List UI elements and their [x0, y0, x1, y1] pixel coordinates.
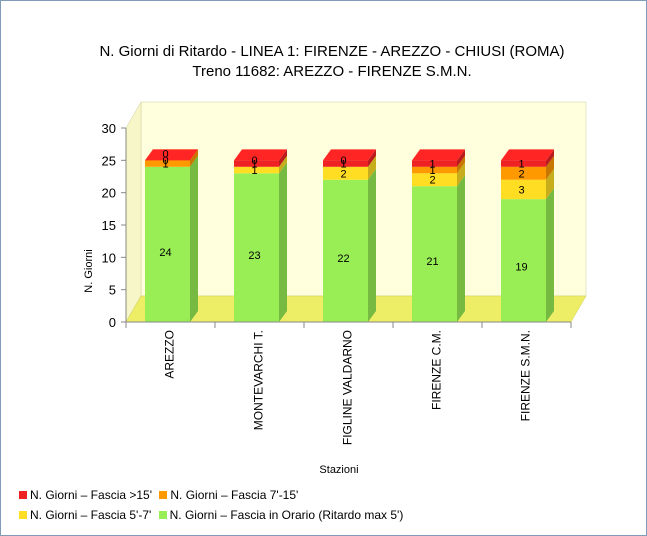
- data-label: 24: [159, 247, 171, 259]
- data-label: 1: [429, 165, 435, 177]
- bar-side: [457, 175, 465, 322]
- data-label: 1: [518, 159, 524, 171]
- data-label: 1: [251, 159, 257, 171]
- data-label: 23: [248, 250, 260, 262]
- bar-segment: [412, 186, 457, 322]
- legend-row: N. Giorni – Fascia 5'-7' N. Giorni – Fas…: [19, 505, 639, 525]
- data-label: 2: [429, 175, 435, 187]
- legend-swatch-fascia-orario: [158, 511, 167, 519]
- bar-side: [279, 162, 287, 322]
- data-label: 0: [251, 155, 257, 167]
- data-label: 19: [515, 262, 527, 274]
- legend-label: N. Giorni – Fascia 5'-7': [30, 508, 152, 522]
- bar-top: [323, 149, 376, 161]
- bar-side: [546, 168, 554, 200]
- data-label: 0: [162, 155, 168, 167]
- legend-swatch-fascia-7-15: [159, 491, 168, 499]
- y-tick-label: 30: [102, 121, 116, 136]
- bar-segment: [145, 166, 190, 322]
- bar-segment: [234, 166, 279, 174]
- y-tick-label: 0: [109, 315, 116, 330]
- data-label: 1: [162, 159, 168, 171]
- bar-segment: [412, 160, 457, 167]
- legend-item-fascia-15: N. Giorni – Fascia >15': [19, 485, 152, 505]
- data-label: 1: [251, 165, 257, 177]
- bar-segment: [501, 166, 546, 180]
- legend-label: N. Giorni – Fascia in Orario (Ritardo ma…: [169, 508, 404, 522]
- x-tick-label: MONTEVARCHI T.: [252, 330, 266, 430]
- legend-item-fascia-5-7: N. Giorni – Fascia 5'-7': [19, 505, 151, 525]
- y-axis: 0 5 10 15 20 25 30: [102, 121, 127, 330]
- bar-side: [368, 149, 376, 167]
- bar-side: [279, 149, 287, 167]
- bar-top: [234, 149, 287, 161]
- bar-side: [279, 155, 287, 174]
- data-label: 2: [518, 168, 524, 180]
- bar-segment: [501, 199, 546, 322]
- bar-segment: [501, 179, 546, 200]
- y-tick-label: 10: [102, 250, 116, 265]
- bar-top: [145, 149, 198, 161]
- bar-side: [546, 149, 554, 167]
- bar-chart: N. Giorni di Ritardo - LINEA 1: FIRENZE …: [83, 43, 587, 476]
- data-label: 1: [429, 159, 435, 171]
- bar-side: [457, 149, 465, 167]
- y-tick-label: 25: [102, 153, 116, 168]
- bar-segment: [234, 160, 279, 167]
- bar-top: [501, 149, 554, 161]
- legend-item-fascia-7-15: N. Giorni – Fascia 7'-15': [159, 485, 298, 505]
- data-label: 0: [340, 155, 346, 167]
- data-label: 2: [340, 168, 346, 180]
- data-label: 22: [337, 253, 349, 265]
- bar-segment: [234, 173, 279, 322]
- bar-segment: [323, 166, 368, 180]
- y-tick-label: 20: [102, 186, 116, 201]
- side-wall: [125, 101, 142, 323]
- bar-top: [412, 149, 465, 161]
- bar-segment: [323, 179, 368, 322]
- data-label: 1: [340, 159, 346, 171]
- y-tick-label: 15: [102, 218, 116, 233]
- x-axis-label: Stazioni: [319, 464, 358, 476]
- data-label: 0: [162, 148, 168, 160]
- x-tick-label: AREZZO: [163, 330, 177, 379]
- bar-segment: [323, 160, 368, 167]
- bar-side: [368, 155, 376, 180]
- chart-subtitle: Treno 11682: AREZZO - FIRENZE S.M.N.: [192, 63, 471, 80]
- data-label: 21: [426, 256, 438, 268]
- bar-side: [457, 155, 465, 174]
- legend-label: N. Giorni – Fascia 7'-15': [170, 488, 299, 502]
- bar-segment: [412, 173, 457, 187]
- x-tick-label: FIRENZE S.M.N.: [519, 330, 533, 421]
- legend-swatch-fascia-15: [19, 491, 27, 499]
- bar-side: [546, 188, 554, 322]
- y-tick-label: 5: [109, 283, 116, 298]
- legend-label: N. Giorni – Fascia >15': [30, 488, 153, 502]
- bar-side: [368, 168, 376, 322]
- y-axis-label: N. Giorni: [83, 249, 95, 292]
- data-label: 3: [518, 184, 524, 196]
- bar-side: [190, 155, 198, 322]
- chart-title: N. Giorni di Ritardo - LINEA 1: FIRENZE …: [99, 43, 564, 60]
- bar-segment: [501, 160, 546, 167]
- bar-segment: [412, 166, 457, 174]
- bar-segment: [145, 160, 190, 167]
- x-tick-label: FIGLINE VALDARNO: [341, 330, 355, 445]
- bar-side: [546, 155, 554, 180]
- x-axis: AREZZO MONTEVARCHI T. FIGLINE VALDARNO FIRE…: [125, 321, 572, 445]
- x-tick-label: FIRENZE C.M.: [430, 330, 444, 410]
- legend-item-fascia-orario: N. Giorni – Fascia in Orario (Ritardo ma…: [158, 505, 404, 525]
- legend-row: N. Giorni – Fascia >15' N. Giorni – Fasc…: [19, 485, 639, 505]
- legend-swatch-fascia-5-7: [19, 511, 27, 519]
- bar-side: [190, 149, 198, 167]
- bar-side: [457, 162, 465, 187]
- legend: N. Giorni – Fascia >15' N. Giorni – Fasc…: [19, 485, 639, 525]
